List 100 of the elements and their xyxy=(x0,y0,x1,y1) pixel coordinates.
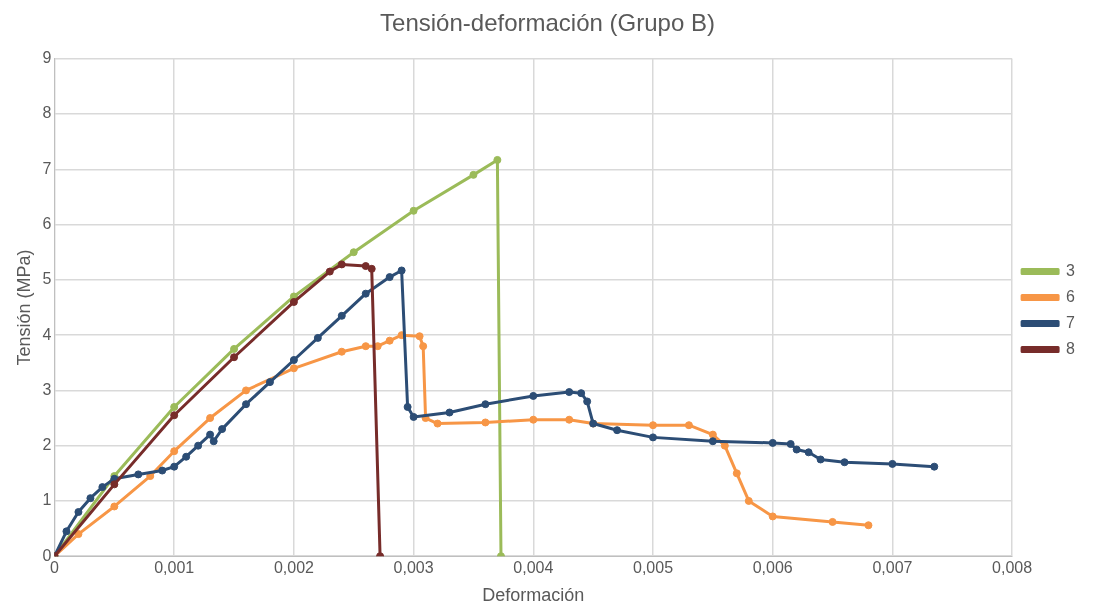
point xyxy=(565,415,574,424)
point xyxy=(230,353,239,362)
y-tick-label: 9 xyxy=(42,49,52,67)
point xyxy=(481,418,490,427)
x-tick-label: 0,001 xyxy=(154,559,195,577)
point xyxy=(289,356,298,364)
point xyxy=(313,333,322,342)
y-tick-label: 8 xyxy=(42,104,52,122)
point xyxy=(242,386,251,395)
point xyxy=(840,458,849,467)
y-tick-label: 7 xyxy=(42,159,52,177)
point xyxy=(289,364,298,373)
point xyxy=(792,445,801,454)
point xyxy=(577,389,586,398)
point xyxy=(170,411,179,420)
point xyxy=(433,419,442,428)
point xyxy=(529,391,538,400)
point xyxy=(804,448,813,457)
point xyxy=(744,496,753,505)
point xyxy=(206,430,215,439)
point xyxy=(732,469,741,478)
y-axis-title: Tensión (MPa) xyxy=(13,249,34,366)
point xyxy=(828,517,837,526)
point xyxy=(110,502,119,511)
y-tick-label: 6 xyxy=(42,215,52,233)
y-tick-label: 5 xyxy=(42,270,52,288)
x-tick-label: 0,002 xyxy=(273,559,315,577)
point xyxy=(209,437,218,446)
point xyxy=(708,430,717,439)
point xyxy=(361,262,370,271)
point xyxy=(242,400,251,409)
x-tick-label: 0,007 xyxy=(872,559,913,577)
point xyxy=(62,527,71,536)
x-tick-label: 0,006 xyxy=(752,559,793,577)
point xyxy=(419,342,428,351)
point xyxy=(86,494,95,503)
y-tick-label: 3 xyxy=(42,380,52,398)
y-tick-label: 1 xyxy=(42,491,52,509)
point xyxy=(265,378,274,387)
point xyxy=(649,421,657,430)
point xyxy=(385,336,394,345)
chart-title: Tensión-deformación (Grupo B) xyxy=(380,9,715,37)
point xyxy=(481,400,490,409)
point xyxy=(385,273,394,282)
legend-label: 7 xyxy=(1066,313,1076,331)
point xyxy=(768,512,777,521)
point xyxy=(786,440,795,449)
y-tick-label: 0 xyxy=(42,546,52,564)
point xyxy=(409,412,418,421)
point xyxy=(930,462,939,471)
point xyxy=(469,170,478,179)
point xyxy=(649,433,657,442)
point xyxy=(74,530,83,539)
point xyxy=(337,347,346,356)
point xyxy=(409,206,418,215)
point xyxy=(289,297,298,306)
x-tick-label: 0,008 xyxy=(992,559,1033,577)
point xyxy=(170,462,179,471)
point xyxy=(170,402,179,411)
point xyxy=(361,342,370,351)
point xyxy=(415,332,424,341)
point xyxy=(613,426,622,435)
point xyxy=(529,415,538,424)
point xyxy=(349,248,358,257)
point xyxy=(403,402,412,411)
point xyxy=(74,507,83,516)
point xyxy=(170,447,179,456)
point xyxy=(337,260,346,269)
point xyxy=(218,425,227,434)
point xyxy=(325,267,334,276)
point xyxy=(206,414,215,423)
point xyxy=(194,441,203,450)
point xyxy=(158,466,167,475)
point xyxy=(182,452,191,461)
legend-label: 6 xyxy=(1066,287,1076,305)
point xyxy=(337,311,346,320)
point xyxy=(397,266,406,275)
x-tick-label: 0,005 xyxy=(632,559,674,577)
y-tick-label: 4 xyxy=(42,325,52,343)
point xyxy=(230,344,239,353)
point xyxy=(134,470,143,479)
point xyxy=(864,521,873,530)
point xyxy=(110,480,119,489)
y-tick-label: 2 xyxy=(42,436,52,454)
point xyxy=(367,264,376,273)
x-axis-title: Deformación xyxy=(482,585,585,606)
point xyxy=(888,459,897,468)
point xyxy=(361,289,370,298)
point xyxy=(445,408,454,417)
point xyxy=(684,421,693,430)
point xyxy=(708,437,717,446)
point xyxy=(565,388,574,397)
legend-label: 3 xyxy=(1066,261,1076,279)
point xyxy=(816,455,825,464)
point xyxy=(768,438,777,447)
legend-label: 8 xyxy=(1066,339,1076,357)
x-tick-label: 0,004 xyxy=(513,559,554,577)
point xyxy=(98,483,107,492)
x-tick-label: 0,003 xyxy=(393,559,434,577)
point xyxy=(493,155,502,164)
